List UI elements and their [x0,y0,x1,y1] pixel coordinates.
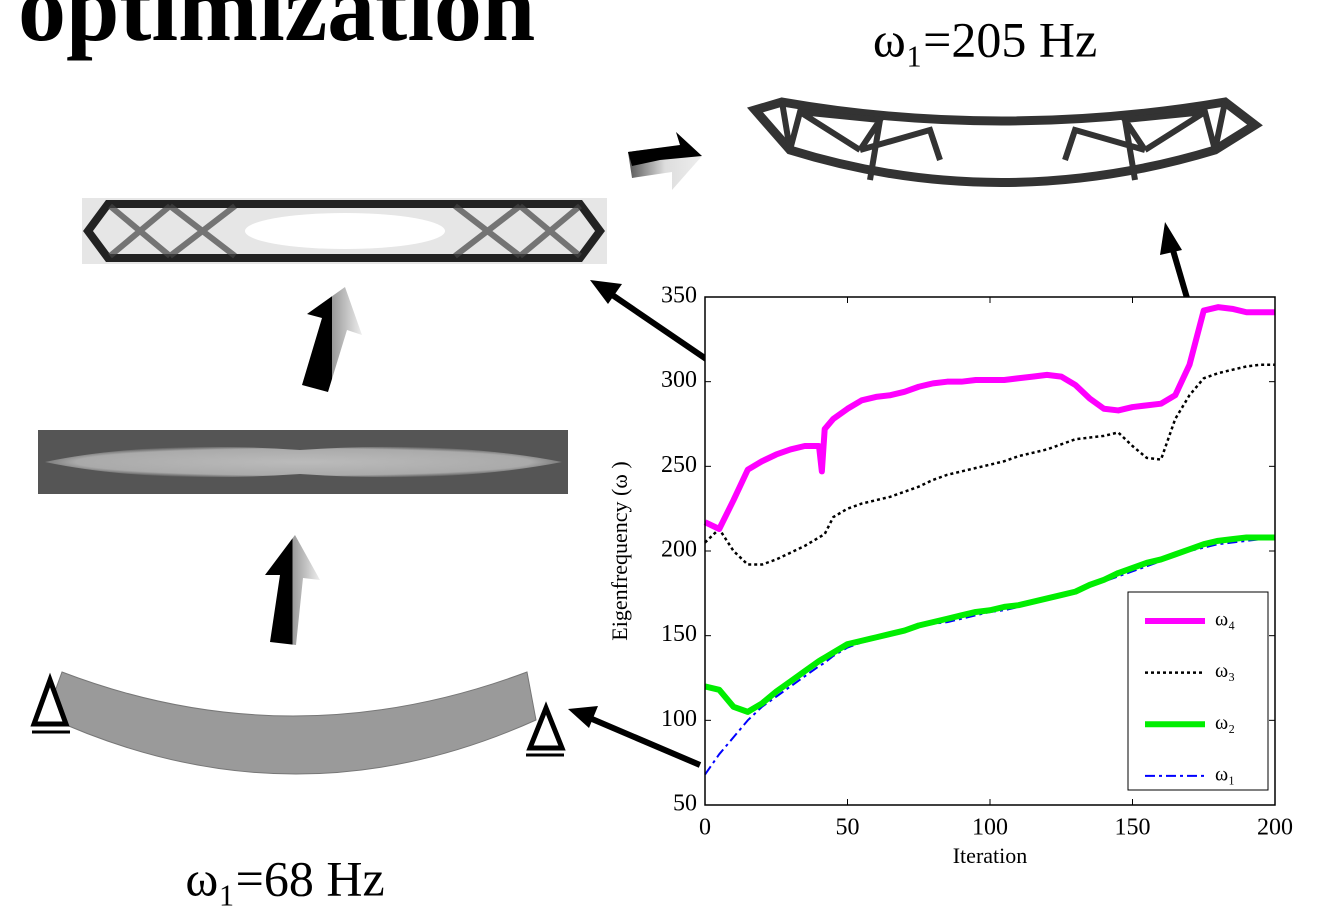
x-axis-label: Iteration [953,843,1028,868]
beam-step-2 [82,198,607,264]
legend-label: ω₃ [1215,660,1235,682]
y-tick-label: 100 [661,706,697,732]
block-arrow [302,287,362,392]
block-arrow [265,535,320,645]
y-tick-label: 300 [661,367,697,393]
legend-label: ω₁ [1215,763,1235,785]
slide-title: optimization [18,0,535,61]
beam-final [755,102,1255,183]
y-tick-label: 250 [661,452,697,478]
beam-step-1 [38,430,568,494]
x-tick-label: 200 [1257,815,1293,841]
y-tick-label: 150 [661,621,697,647]
beam-initial [32,672,564,774]
x-tick-label: 0 [699,815,711,841]
legend-label: ω₄ [1215,609,1235,631]
y-tick-label: 200 [661,537,697,563]
x-tick-label: 50 [836,815,860,841]
caption: ω₁=68 Hz [185,850,384,906]
x-tick-label: 100 [972,815,1008,841]
x-tick-label: 150 [1115,815,1151,841]
y-axis-label: Eigenfrequency (ω ) [607,461,632,640]
caption: ω₁=205 Hz [873,11,1097,67]
legend-label: ω₂ [1215,712,1235,734]
slide: optimization ω₁=205 Hz ω₁=68 Hz 05010015… [0,0,1336,907]
legend: ω₄ ω₃ ω₂ ω₁ [1128,592,1268,790]
y-tick-label: 350 [661,283,697,309]
y-tick-label: 50 [673,791,697,817]
